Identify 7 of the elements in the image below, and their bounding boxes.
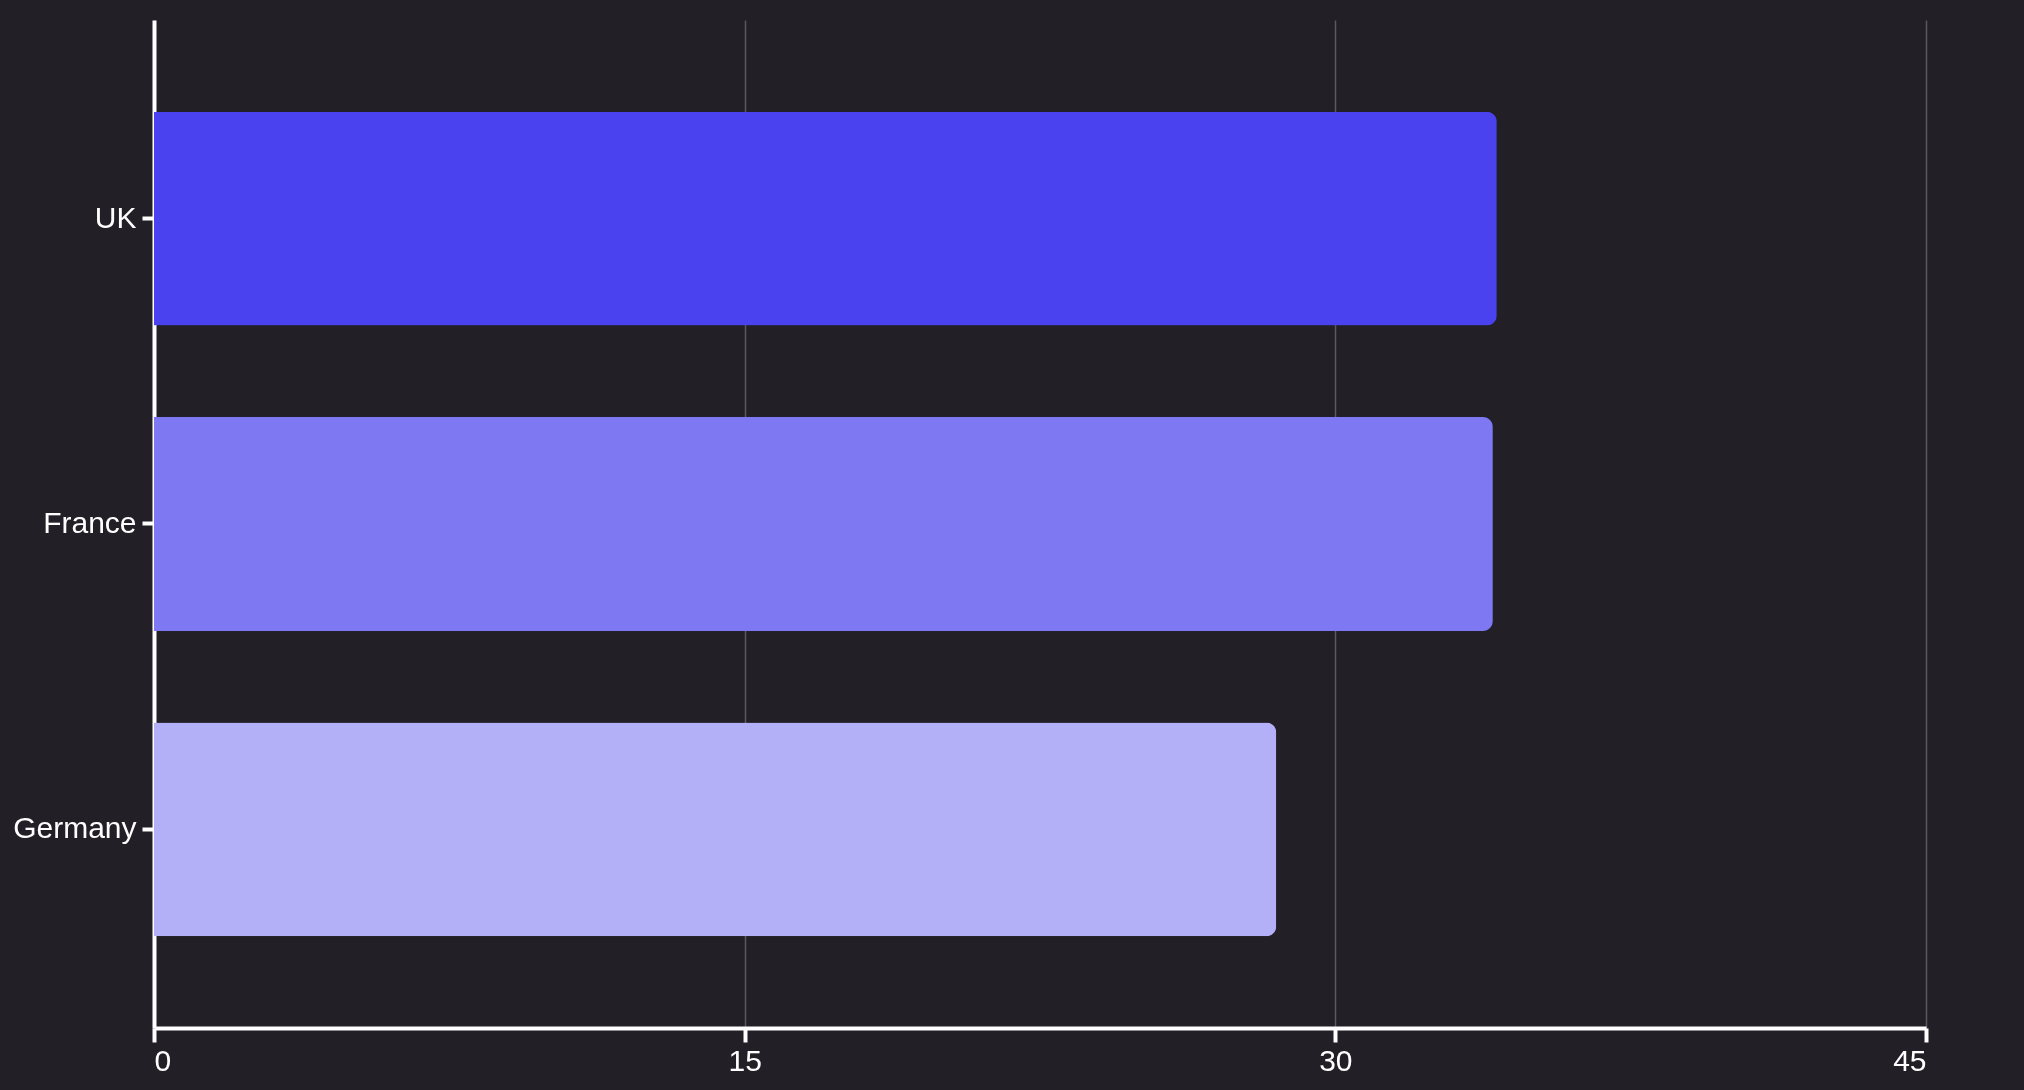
x-tick-label: 45 bbox=[1893, 1043, 1927, 1077]
y-tick-label: France bbox=[43, 506, 137, 539]
y-tick-label: UK bbox=[94, 200, 137, 234]
x-tick-label: 15 bbox=[728, 1043, 762, 1077]
y-tick-label: Germany bbox=[13, 811, 137, 845]
x-tick-label: 0 bbox=[154, 1043, 172, 1077]
x-tick-label: 30 bbox=[1319, 1043, 1353, 1077]
